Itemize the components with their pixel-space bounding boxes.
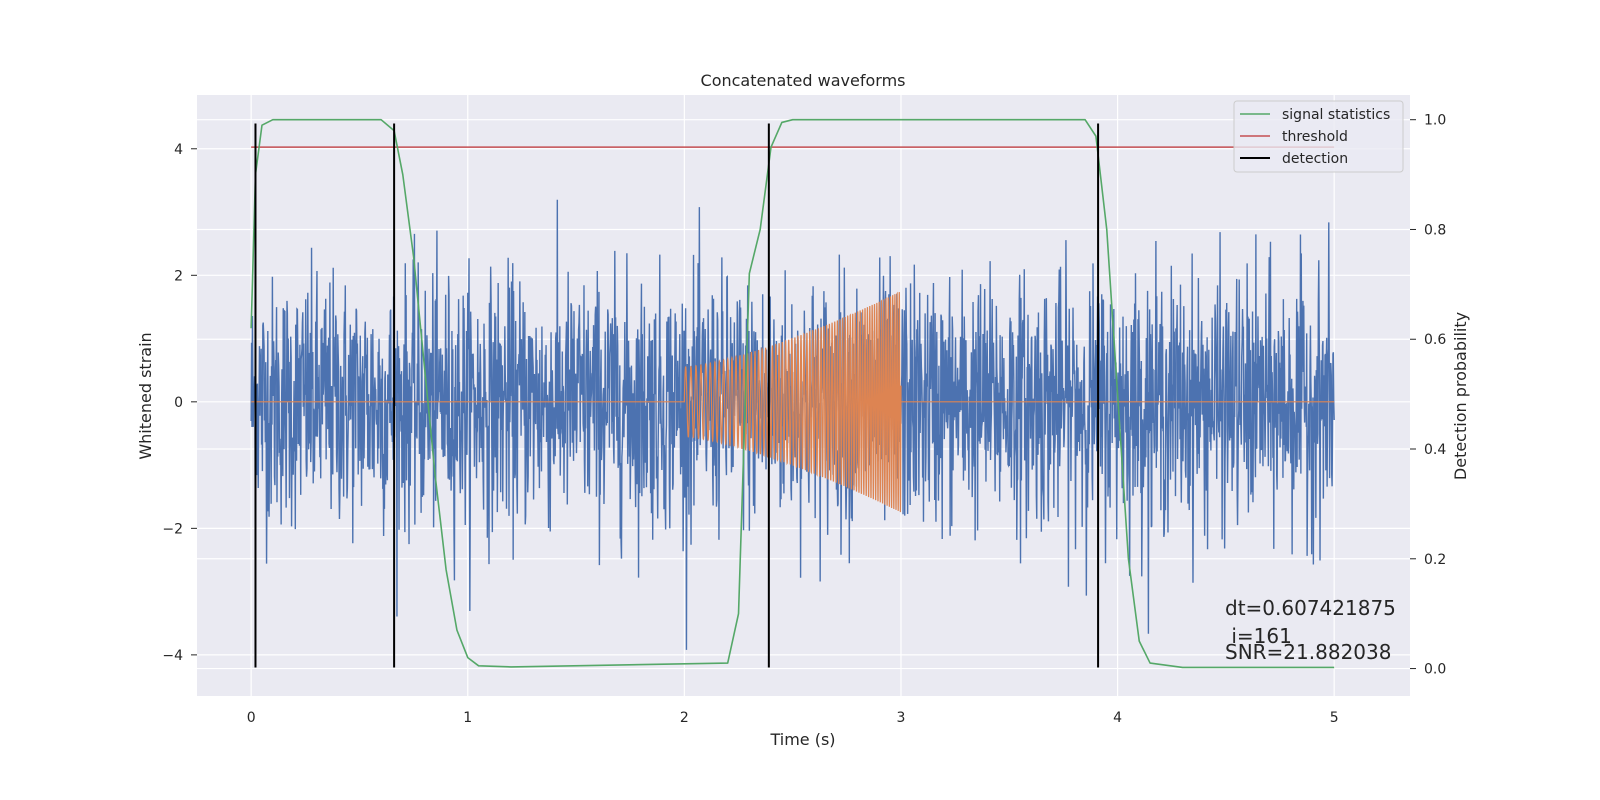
y-tick-label: 4 [174,142,183,158]
x-tick-label: 0 [247,710,256,726]
y-tick-label-right: 0.0 [1424,662,1446,678]
annotation-i: i=161 [1225,624,1292,648]
y-tick-label-right: 0.6 [1424,332,1446,348]
legend: signal statistics threshold detection [1233,100,1404,173]
series-chirp [251,291,1335,513]
x-tick-label: 3 [897,710,906,726]
x-tick-label: 1 [463,710,472,726]
x-tick-label: 4 [1113,710,1122,726]
x-tick-label: 2 [680,710,689,726]
y-tick-label-right: 1.0 [1424,113,1446,129]
y-tick-label-right: 0.4 [1424,442,1446,458]
y-tick-label: 2 [174,268,183,284]
y-axis-label: Whitened strain [136,332,155,459]
y-tick-label: 0 [174,395,183,411]
x-axis-label: Time (s) [769,730,835,749]
annotation-snr: SNR=21.882038 [1225,640,1391,664]
y-ticks: −4 −2 0 2 4 [162,142,197,664]
legend-box [1233,100,1404,173]
x-ticks: 0 1 2 3 4 5 [247,710,1339,726]
chart-title: Concatenated waveforms [701,71,906,90]
annotation-dt: dt=0.607421875 [1225,596,1396,620]
chirp-line [251,291,1335,513]
legend-label-detection: detection [1282,151,1348,167]
series-detection [254,123,1100,668]
x-tick-label: 5 [1330,710,1339,726]
y-tick-label-right: 0.2 [1424,552,1446,568]
legend-label-threshold: threshold [1282,129,1348,145]
y-tick-label: −4 [162,648,183,664]
y-axis-label-right: Detection probability [1451,312,1470,480]
y-tick-label: −2 [162,521,183,537]
legend-label-signal-statistics: signal statistics [1282,107,1390,123]
y-ticks-right: 0.0 0.2 0.4 0.6 0.8 1.0 [1410,113,1446,678]
y-tick-label-right: 0.8 [1424,222,1446,238]
